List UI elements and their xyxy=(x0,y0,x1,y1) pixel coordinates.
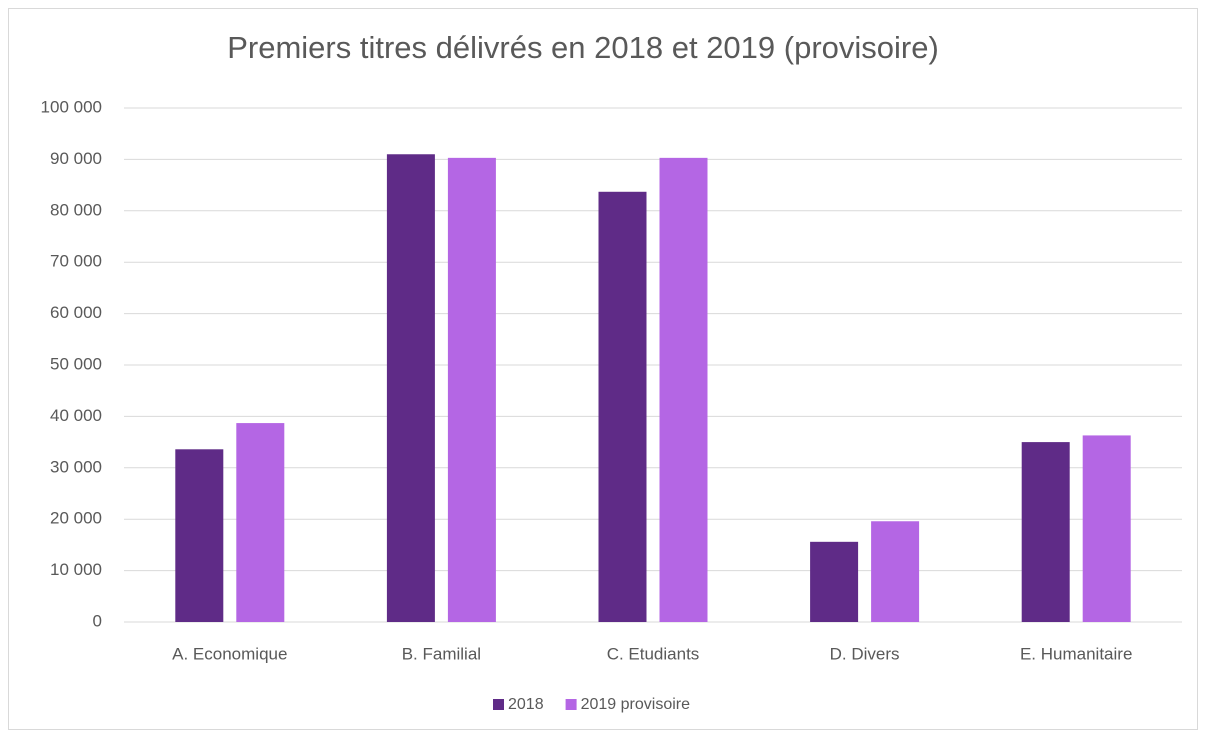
y-tick-label: 50 000 xyxy=(50,354,102,373)
bar xyxy=(447,157,496,622)
legend-label: 2018 xyxy=(508,696,544,713)
chart-title: Premiers titres délivrés en 2018 et 2019… xyxy=(227,30,939,65)
y-tick-label: 20 000 xyxy=(50,509,102,528)
y-tick-label: 70 000 xyxy=(50,252,102,271)
x-tick-label: B. Familial xyxy=(402,644,481,663)
x-tick-label: E. Humanitaire xyxy=(1020,644,1132,663)
bar xyxy=(236,423,285,622)
x-tick-label: C. Etudiants xyxy=(607,644,700,663)
y-tick-label: 80 000 xyxy=(50,200,102,219)
x-tick-label: A. Economique xyxy=(172,644,287,663)
legend-swatch xyxy=(493,699,504,710)
bar xyxy=(871,521,920,622)
bar xyxy=(659,157,708,622)
bar xyxy=(386,154,435,622)
y-tick-label: 0 xyxy=(93,611,102,630)
bar xyxy=(810,541,859,622)
bar xyxy=(1021,442,1070,622)
y-tick-label: 100 000 xyxy=(41,97,102,116)
bar xyxy=(1082,435,1131,622)
y-tick-label: 90 000 xyxy=(50,149,102,168)
x-tick-label: D. Divers xyxy=(830,644,900,663)
y-tick-label: 40 000 xyxy=(50,406,102,425)
legend-label: 2019 provisoire xyxy=(581,696,691,713)
y-tick-label: 10 000 xyxy=(50,560,102,579)
bar xyxy=(598,191,647,623)
y-tick-label: 60 000 xyxy=(50,303,102,322)
legend-swatch xyxy=(565,699,577,710)
bar xyxy=(175,449,224,622)
y-tick-label: 30 000 xyxy=(50,457,102,476)
